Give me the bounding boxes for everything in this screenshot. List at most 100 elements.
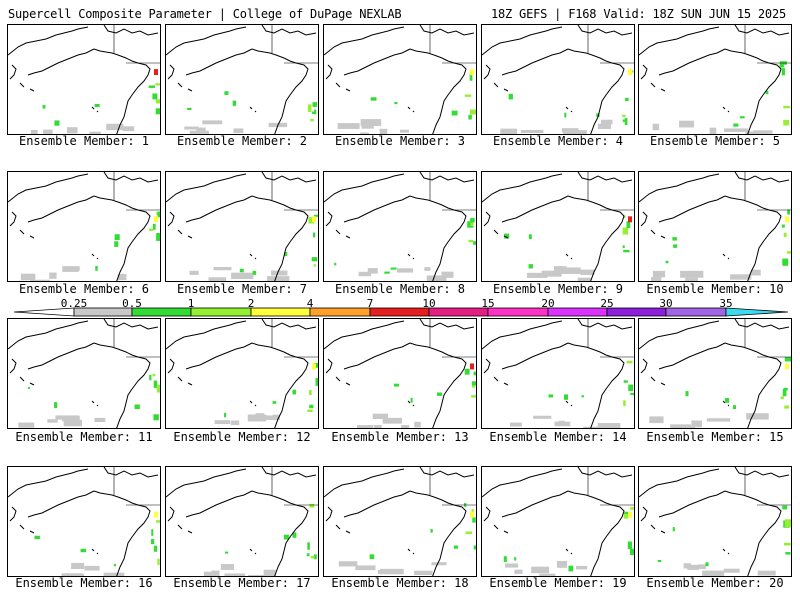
shading-cell xyxy=(414,421,421,428)
coastline xyxy=(103,25,159,36)
island-outline xyxy=(722,400,730,407)
shading-cell xyxy=(557,561,568,568)
coastline xyxy=(501,342,569,370)
shading-cell xyxy=(652,123,660,131)
shading-cell xyxy=(42,105,46,109)
ensemble-member-label: Ensemble Member: 7 xyxy=(176,282,308,296)
scp-shading-gray xyxy=(358,267,454,281)
shading-cell xyxy=(503,556,507,562)
coastline xyxy=(166,26,247,56)
ensemble-map-panel xyxy=(165,466,319,577)
shading-cell xyxy=(334,262,337,266)
shading-cell xyxy=(649,416,664,424)
shading-cell xyxy=(526,272,548,278)
scp-shading-gray xyxy=(356,413,421,428)
shading-cell xyxy=(292,389,296,395)
coastline xyxy=(501,48,569,76)
shading-cell xyxy=(153,414,159,421)
coastline xyxy=(251,48,309,134)
shading-cell xyxy=(84,565,100,571)
ensemble-map-panel xyxy=(165,24,319,135)
scp-shading-green xyxy=(42,69,160,126)
island-outline xyxy=(249,548,257,555)
shading-cell xyxy=(114,241,119,247)
ensemble-map-panel xyxy=(7,318,161,429)
ensemble-map-panel xyxy=(323,466,477,577)
ensemble-map-panel xyxy=(481,24,635,135)
coastline xyxy=(27,342,95,370)
shading-cell xyxy=(780,396,784,400)
shading-cell xyxy=(757,570,776,576)
colorbar-segment xyxy=(428,307,489,317)
shading-cell xyxy=(685,277,698,281)
coastline xyxy=(8,468,89,498)
scp-shading-green xyxy=(548,360,634,407)
colorbar-tick-label: 1 xyxy=(187,297,195,310)
island-outline xyxy=(565,400,573,407)
island-outline xyxy=(91,106,99,113)
shading-cell xyxy=(531,566,550,574)
shading-cell xyxy=(471,385,476,388)
ensemble-map-panel xyxy=(7,171,161,282)
map-outline xyxy=(639,25,791,134)
shading-cell xyxy=(520,129,544,134)
shading-cell xyxy=(451,110,458,116)
shading-cell xyxy=(89,131,101,134)
coastline xyxy=(103,319,159,330)
shading-cell xyxy=(746,413,769,420)
coastline xyxy=(27,195,95,223)
ensemble-member-label: Ensemble Member: 16 xyxy=(15,576,153,590)
coastline xyxy=(419,25,475,36)
island-outline xyxy=(91,548,99,555)
shading-cell xyxy=(113,563,116,567)
shading-cell xyxy=(94,417,106,423)
shading-cell xyxy=(370,97,377,101)
ensemble-member-label: Ensemble Member: 8 xyxy=(334,282,466,296)
shading-cell xyxy=(211,570,220,576)
island-outline xyxy=(9,358,35,386)
island-outline xyxy=(483,358,509,386)
map-outline xyxy=(324,172,476,281)
shading-cell xyxy=(581,395,585,398)
ensemble-member-label: Ensemble Member: 1 xyxy=(18,134,150,148)
map-outline xyxy=(8,172,160,281)
island-outline xyxy=(249,253,257,260)
map-outline xyxy=(324,467,476,576)
shading-cell xyxy=(122,126,135,132)
ensemble-map-panel xyxy=(323,24,477,135)
shading-cell xyxy=(224,412,227,418)
shading-cell xyxy=(464,368,470,375)
scp-shading-green xyxy=(508,69,634,126)
shading-cell xyxy=(528,264,533,269)
island-outline xyxy=(325,506,351,534)
colorbar-segment xyxy=(725,307,789,317)
shading-cell xyxy=(430,529,433,533)
shading-cell xyxy=(554,421,571,427)
scp-shading-green xyxy=(685,357,791,410)
scp-shading-gray xyxy=(61,562,125,576)
shading-cell xyxy=(231,272,254,280)
shading-cell xyxy=(623,249,630,253)
coastline xyxy=(419,467,475,478)
shading-cell xyxy=(630,548,634,555)
shading-cell xyxy=(202,120,223,125)
shading-cell xyxy=(441,271,454,278)
shading-cell xyxy=(114,234,120,241)
shading-cell xyxy=(155,83,160,86)
ensemble-member-label: Ensemble Member: 9 xyxy=(492,282,624,296)
map-outline xyxy=(639,172,791,281)
scp-shading-green xyxy=(239,214,318,275)
shading-cell xyxy=(626,221,631,229)
colorbar-tick-label: 0.5 xyxy=(122,297,142,310)
shading-cell xyxy=(225,551,229,554)
shading-cell xyxy=(384,271,390,274)
scp-shading-gray xyxy=(649,413,769,428)
shading-cell xyxy=(155,108,160,115)
shading-cell xyxy=(372,413,388,419)
scp-shading-gray xyxy=(509,415,621,428)
shading-cell xyxy=(424,267,431,271)
shading-cell xyxy=(71,562,85,569)
scp-shading-gray xyxy=(189,267,290,281)
shading-cell xyxy=(30,279,50,281)
shading-cell xyxy=(232,100,237,106)
